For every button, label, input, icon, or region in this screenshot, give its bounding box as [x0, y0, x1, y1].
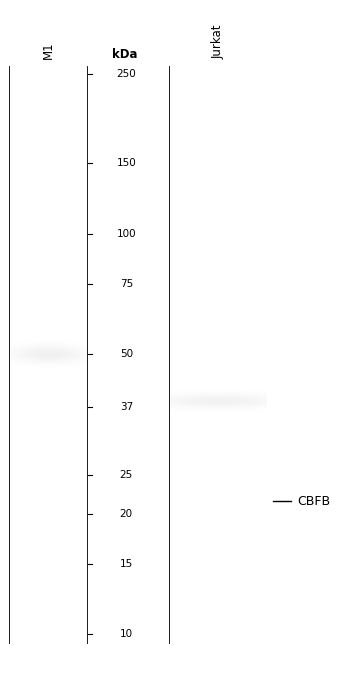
Text: 75: 75	[120, 279, 133, 289]
Text: 37: 37	[120, 402, 133, 411]
Bar	[170, 67, 266, 643]
Text: 150: 150	[116, 158, 136, 168]
Text: Jurkat: Jurkat	[211, 24, 225, 59]
Text: 250: 250	[116, 69, 136, 79]
Text: 20: 20	[120, 509, 133, 519]
Text: kDa: kDa	[112, 48, 137, 61]
Bar	[170, 67, 266, 643]
Bar	[10, 67, 86, 643]
Bar	[10, 67, 86, 643]
Text: 50: 50	[120, 350, 133, 359]
Text: 10: 10	[120, 630, 133, 639]
Text: 100: 100	[117, 228, 136, 239]
Text: CBFB: CBFB	[298, 495, 331, 508]
Text: M1: M1	[42, 41, 55, 59]
Text: 15: 15	[120, 559, 133, 569]
Text: 25: 25	[120, 470, 133, 480]
